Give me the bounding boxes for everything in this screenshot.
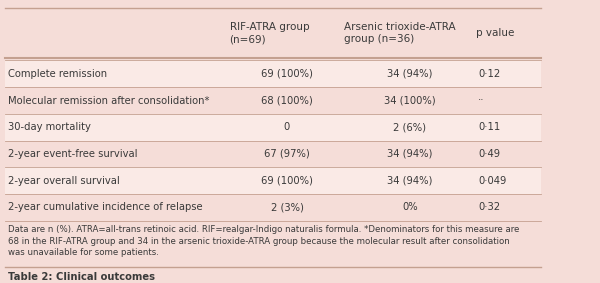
Bar: [5, 269, 541, 283]
Text: 0·11: 0·11: [478, 122, 500, 132]
Text: 2-year event-free survival: 2-year event-free survival: [8, 149, 137, 159]
Text: Table 2: Clinical outcomes: Table 2: Clinical outcomes: [8, 272, 155, 282]
Text: 34 (94%): 34 (94%): [388, 176, 433, 186]
Text: 34 (94%): 34 (94%): [388, 149, 433, 159]
Text: Data are n (%). ATRA=all-trans retinoic acid. RIF=realgar-Indigo naturalis formu: Data are n (%). ATRA=all-trans retinoic …: [8, 225, 520, 258]
Text: 68 (100%): 68 (100%): [261, 96, 313, 106]
Text: 69 (100%): 69 (100%): [261, 69, 313, 79]
Text: 2-year cumulative incidence of relapse: 2-year cumulative incidence of relapse: [8, 202, 203, 213]
Text: ··: ··: [478, 96, 485, 106]
Text: 0: 0: [284, 122, 290, 132]
Text: 0·49: 0·49: [478, 149, 500, 159]
Bar: [5, 222, 541, 266]
Text: 0%: 0%: [402, 202, 418, 213]
Bar: [5, 87, 541, 114]
Text: Molecular remission after consolidation*: Molecular remission after consolidation*: [8, 96, 209, 106]
Text: p value: p value: [476, 28, 514, 38]
Text: 0·32: 0·32: [478, 202, 500, 213]
Text: 2 (6%): 2 (6%): [394, 122, 427, 132]
Bar: [5, 167, 541, 194]
Text: 2 (3%): 2 (3%): [271, 202, 304, 213]
Bar: [5, 141, 541, 167]
Text: 0·12: 0·12: [478, 69, 500, 79]
Text: 67 (97%): 67 (97%): [264, 149, 310, 159]
Bar: [5, 8, 541, 58]
Bar: [5, 194, 541, 221]
Bar: [5, 114, 541, 141]
Text: Complete remission: Complete remission: [8, 69, 107, 79]
Text: 34 (94%): 34 (94%): [388, 69, 433, 79]
Text: 30-day mortality: 30-day mortality: [8, 122, 91, 132]
Text: Arsenic trioxide-ATRA
group (n=36): Arsenic trioxide-ATRA group (n=36): [344, 22, 456, 44]
Text: 34 (100%): 34 (100%): [384, 96, 436, 106]
Text: 69 (100%): 69 (100%): [261, 176, 313, 186]
Text: 2-year overall survival: 2-year overall survival: [8, 176, 120, 186]
Bar: [5, 61, 541, 87]
Text: RIF-ATRA group
(n=69): RIF-ATRA group (n=69): [230, 22, 309, 44]
Text: 0·049: 0·049: [478, 176, 506, 186]
